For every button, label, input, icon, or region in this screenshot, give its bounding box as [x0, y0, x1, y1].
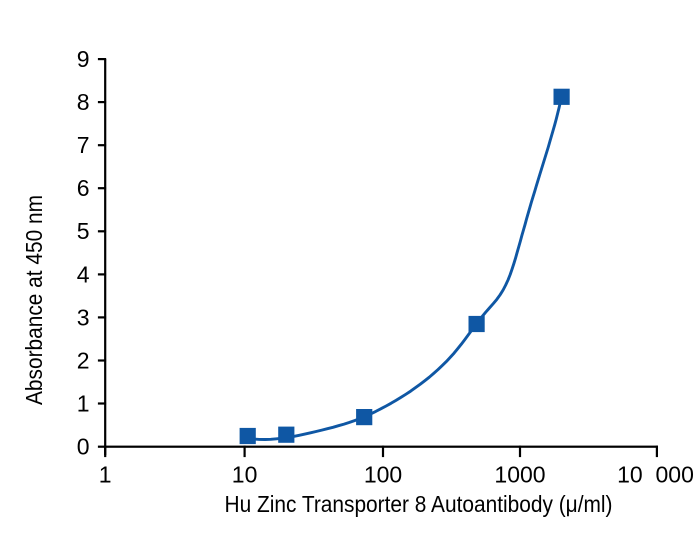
svg-text:2: 2 [77, 347, 90, 373]
svg-text:8: 8 [77, 89, 90, 115]
svg-text:Hu Zinc Transporter 8 Autoanti: Hu Zinc Transporter 8 Autoantibody (μ/ml… [225, 491, 613, 517]
svg-text:1: 1 [99, 461, 112, 487]
svg-text:0: 0 [77, 434, 90, 460]
svg-text:5: 5 [77, 218, 90, 244]
svg-text:10: 10 [232, 461, 258, 487]
svg-text:6: 6 [77, 175, 90, 201]
svg-text:7: 7 [77, 132, 90, 158]
svg-text:Absorbance at 450 nm: Absorbance at 450 nm [21, 195, 47, 405]
svg-text:10 000: 10 000 [617, 461, 694, 487]
svg-text:4: 4 [77, 261, 90, 287]
svg-text:1: 1 [77, 390, 90, 416]
svg-text:1000: 1000 [494, 461, 545, 487]
svg-text:3: 3 [77, 304, 90, 330]
svg-text:9: 9 [77, 46, 90, 72]
svg-text:100: 100 [364, 461, 402, 487]
